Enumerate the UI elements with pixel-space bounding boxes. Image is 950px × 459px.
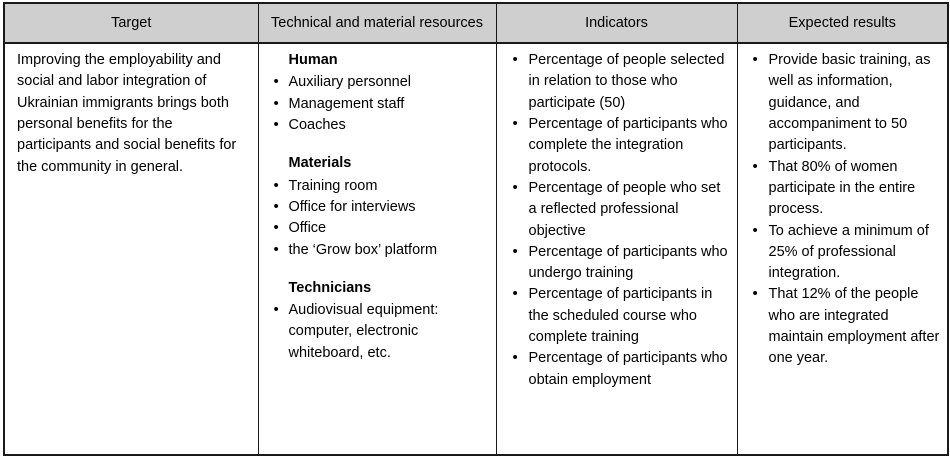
- list-item: To achieve a minimum of 25% of professio…: [746, 220, 942, 285]
- expected-results-list: Provide basic training, as well as infor…: [746, 49, 942, 370]
- cell-target: Improving the employability and social a…: [3, 42, 259, 456]
- column-header-expected-results: Expected results: [736, 2, 949, 44]
- table-body: Improving the employability and social a…: [3, 42, 949, 456]
- list-item: Auxiliary personnel: [267, 71, 490, 93]
- list-item: Percentage of participants who complete …: [505, 113, 731, 178]
- list-item: Percentage of people selected in relatio…: [505, 49, 731, 114]
- list-item: Percentage of participants in the schedu…: [505, 283, 731, 348]
- resources-list-technicians: Audiovisual equipment: computer, electro…: [267, 299, 490, 364]
- column-header-technical-and-material-resources: Technical and material resources: [257, 2, 497, 44]
- list-item: Training room: [267, 175, 490, 197]
- resources-list-human: Auxiliary personnel Management staff Coa…: [267, 71, 490, 136]
- resources-group-heading-materials: Materials: [288, 155, 352, 172]
- list-item: Office for interviews: [267, 196, 490, 218]
- resources-group-materials: Materials Training room Office for inter…: [267, 153, 490, 261]
- table-row: Improving the employability and social a…: [3, 42, 949, 456]
- list-item: Percentage of people who set a reflected…: [505, 177, 731, 242]
- project-planning-table: Target Technical and material resources …: [3, 2, 949, 456]
- list-item: That 12% of the people who are integrate…: [746, 283, 942, 369]
- cell-expected-results: Provide basic training, as well as infor…: [736, 42, 949, 456]
- cell-indicators: Percentage of people selected in relatio…: [495, 42, 738, 456]
- table-header-row: Target Technical and material resources …: [3, 2, 949, 44]
- column-header-target: Target: [3, 2, 259, 44]
- list-item: Percentage of participants who obtain em…: [505, 347, 731, 391]
- table-header-row-group: Target Technical and material resources …: [3, 2, 949, 44]
- list-item: Coaches: [267, 114, 490, 136]
- list-item: Audiovisual equipment: computer, electro…: [267, 299, 490, 364]
- list-item: the ‘Grow box’ platform: [267, 238, 490, 260]
- resources-group-human: Human Auxiliary personnel Management sta…: [267, 50, 490, 136]
- resources-group-heading-human: Human: [288, 52, 338, 68]
- list-item: That 80% of women participate in the ent…: [746, 156, 942, 221]
- list-item: Percentage of participants who undergo t…: [505, 241, 731, 285]
- column-header-indicators: Indicators: [495, 2, 738, 44]
- resources-group-heading-technicians: Technicians: [288, 279, 372, 296]
- resources-list-materials: Training room Office for interviews Offi…: [267, 175, 490, 261]
- list-item: Provide basic training, as well as infor…: [746, 49, 942, 157]
- list-item: Management staff: [267, 93, 490, 115]
- indicators-list: Percentage of people selected in relatio…: [505, 49, 731, 391]
- resources-group-technicians: Technicians Audiovisual equipment: compu…: [267, 278, 490, 364]
- target-paragraph: Improving the employability and social a…: [17, 52, 237, 175]
- cell-technical-and-material-resources: Human Auxiliary personnel Management sta…: [257, 42, 497, 456]
- list-item: Office: [267, 217, 490, 239]
